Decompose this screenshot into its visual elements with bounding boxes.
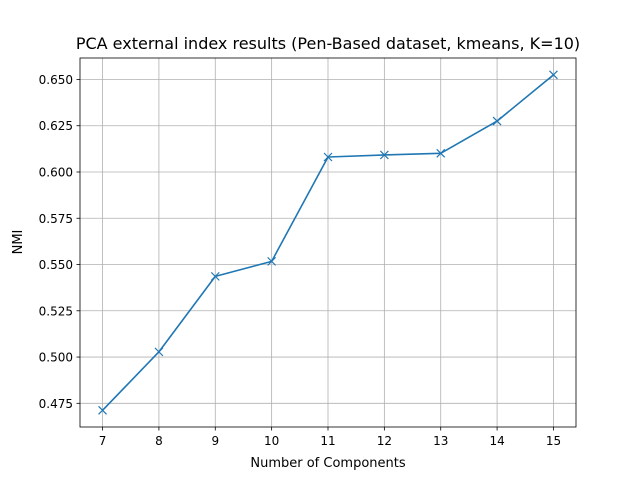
- y-tick-label: 0.650: [39, 73, 73, 87]
- grid: [80, 58, 576, 427]
- data-point-marker: [492, 116, 502, 126]
- x-tick-label: 14: [489, 434, 504, 448]
- y-tick-label: 0.575: [39, 212, 73, 226]
- x-tick-label: 15: [546, 434, 561, 448]
- data-point-marker: [98, 405, 107, 415]
- y-tick-label: 0.525: [39, 304, 73, 318]
- y-tick-label: 0.625: [39, 119, 73, 133]
- y-tick-label: 0.600: [39, 165, 73, 179]
- x-tick-label: 12: [377, 434, 392, 448]
- data-point-marker: [210, 271, 220, 281]
- data-point-marker: [549, 70, 558, 80]
- series-layer: [98, 70, 558, 415]
- data-point-marker: [267, 256, 277, 266]
- x-tick-label: 13: [433, 434, 448, 448]
- data-point-marker: [436, 148, 446, 158]
- x-tick-label: 8: [155, 434, 163, 448]
- y-axis-label: NMI: [11, 230, 26, 255]
- x-tick-label: 10: [264, 434, 279, 448]
- chart-title: PCA external index results (Pen-Based da…: [76, 34, 580, 53]
- x-tick-label: 7: [99, 434, 107, 448]
- x-tick-label: 11: [320, 434, 335, 448]
- data-point-marker: [154, 347, 164, 357]
- axis-ticks: 7 8 9 10 11 12 13 14 15 0.475 0.500 0.525 0.550 0.575…: [39, 73, 561, 448]
- x-tick-label: 9: [211, 434, 219, 448]
- y-tick-label: 0.550: [39, 258, 73, 272]
- y-tick-label: 0.500: [39, 351, 73, 365]
- y-tick-label: 0.475: [39, 397, 73, 411]
- data-point-marker: [379, 150, 389, 160]
- x-axis-label: Number of Components: [250, 456, 405, 471]
- data-point-marker: [323, 152, 333, 162]
